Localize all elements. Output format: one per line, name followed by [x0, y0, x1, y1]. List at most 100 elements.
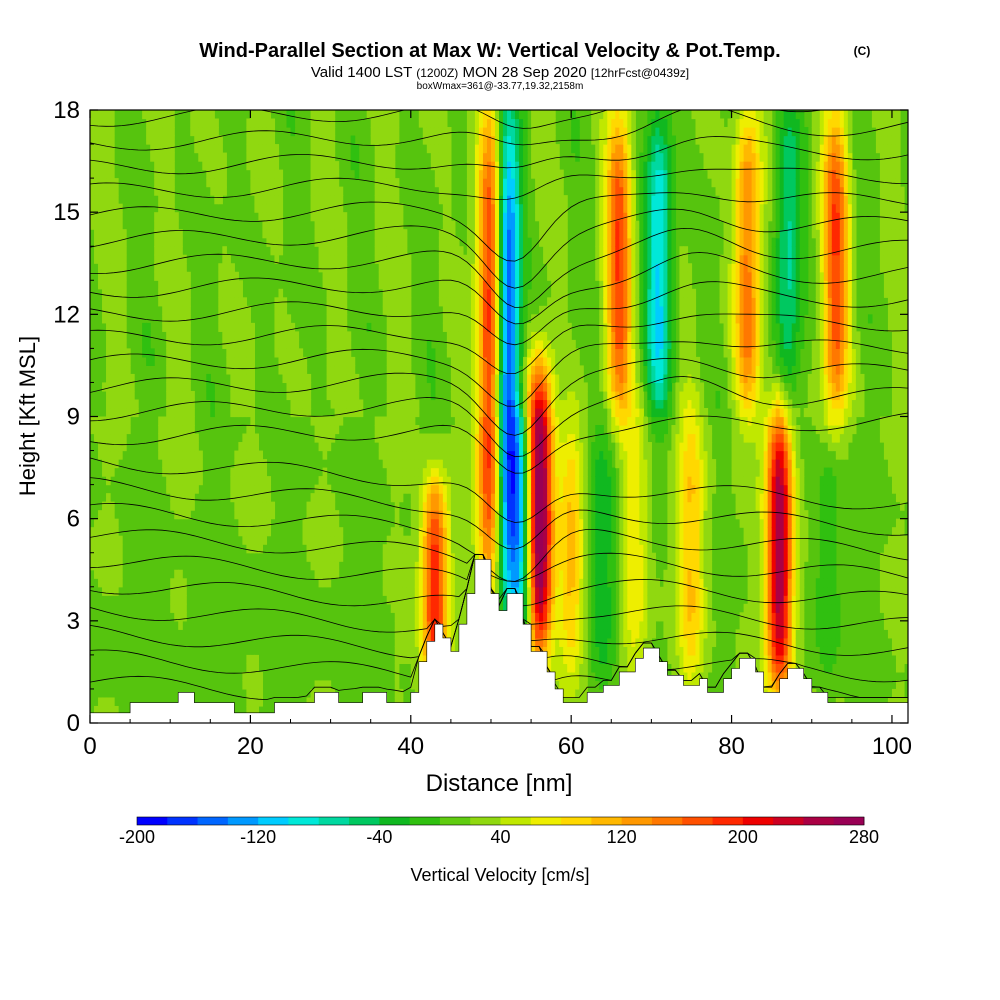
velocity-cell [466, 297, 472, 307]
velocity-cell [210, 152, 215, 162]
velocity-cell [178, 484, 183, 494]
velocity-cell [266, 110, 272, 120]
velocity-cell [186, 493, 191, 503]
velocity-cell [174, 569, 179, 579]
velocity-cell [454, 425, 460, 435]
velocity-cell [250, 476, 255, 486]
velocity-cell [555, 297, 560, 307]
velocity-cell [527, 476, 532, 486]
velocity-cell [486, 382, 492, 392]
velocity-cell [102, 118, 107, 128]
velocity-cell [170, 271, 175, 281]
velocity-cell [378, 144, 384, 154]
velocity-cell [482, 493, 488, 503]
velocity-cell [170, 127, 175, 137]
velocity-cell [462, 271, 468, 281]
velocity-cell [555, 178, 560, 188]
velocity-cell [611, 246, 616, 256]
velocity-cell [394, 612, 400, 622]
velocity-cell [490, 254, 496, 264]
velocity-cell [118, 314, 123, 324]
velocity-cell [430, 535, 436, 545]
velocity-cell [507, 144, 512, 154]
velocity-cell [583, 663, 588, 673]
velocity-cell [98, 144, 103, 154]
velocity-cell [186, 433, 191, 443]
velocity-cell [539, 237, 544, 247]
velocity-cell [523, 561, 528, 571]
velocity-cell [262, 195, 268, 205]
velocity-cell [166, 390, 171, 401]
velocity-cell [222, 314, 227, 324]
velocity-cell [214, 186, 219, 196]
velocity-cell [270, 186, 276, 196]
velocity-cell [442, 484, 448, 494]
velocity-cell [386, 595, 392, 605]
velocity-cell [611, 467, 616, 477]
velocity-cell [511, 288, 516, 298]
velocity-cell [214, 169, 219, 179]
velocity-cell [527, 348, 532, 358]
velocity-cell [242, 373, 247, 384]
velocity-cell [555, 416, 560, 426]
velocity-cell [110, 578, 115, 588]
velocity-cell [326, 425, 332, 435]
velocity-cell [110, 263, 115, 273]
velocity-cell [559, 356, 564, 367]
velocity-cell [306, 510, 312, 520]
velocity-cell [330, 186, 336, 196]
velocity-cell [539, 484, 544, 494]
velocity-cell [170, 246, 175, 256]
velocity-cell [146, 322, 151, 332]
velocity-cell [162, 229, 167, 239]
velocity-cell [162, 322, 167, 332]
velocity-cell [166, 339, 171, 349]
velocity-cell [414, 407, 420, 418]
velocity-cell [446, 467, 452, 477]
velocity-cell [186, 390, 191, 401]
velocity-cell [114, 399, 119, 409]
velocity-cell [118, 399, 123, 409]
velocity-cell [442, 467, 448, 477]
velocity-cell [563, 212, 568, 222]
velocity-cell [198, 110, 203, 120]
velocity-cell [466, 195, 472, 205]
velocity-cell [398, 305, 404, 315]
velocity-cell [174, 314, 179, 324]
velocity-cell [390, 459, 396, 469]
velocity-cell [454, 484, 460, 494]
velocity-cell [555, 569, 560, 579]
velocity-cell [539, 339, 544, 349]
velocity-cell [543, 544, 548, 554]
velocity-cell [382, 442, 388, 452]
velocity-cell [611, 433, 616, 443]
velocity-cell [458, 373, 464, 384]
velocity-cell [106, 169, 111, 179]
velocity-cell [470, 288, 476, 298]
velocity-cell [563, 467, 568, 477]
velocity-cell [398, 390, 404, 401]
velocity-cell [190, 407, 195, 418]
velocity-cell [322, 501, 328, 511]
velocity-cell [398, 263, 404, 273]
velocity-cell [527, 382, 532, 392]
chart-title: Wind-Parallel Section at Max W: Vertical… [199, 40, 780, 62]
velocity-cell [398, 620, 404, 630]
chart-subtitle: Valid 1400 LST (1200Z) MON 28 Sep 2020 [… [311, 64, 689, 81]
velocity-cell [406, 586, 412, 596]
velocity-cell [154, 212, 159, 222]
velocity-cell [519, 297, 524, 307]
velocity-cell [98, 510, 103, 520]
velocity-cell [118, 442, 123, 452]
velocity-cell [338, 254, 344, 264]
velocity-cell [567, 467, 572, 477]
velocity-cell [458, 595, 464, 605]
velocity-cell [519, 382, 524, 392]
velocity-cell [182, 263, 187, 273]
velocity-cell [170, 152, 175, 162]
velocity-cell [595, 544, 600, 554]
velocity-cell [98, 518, 103, 528]
velocity-cell [242, 305, 247, 315]
velocity-cell [478, 399, 484, 409]
velocity-cell [254, 476, 260, 486]
